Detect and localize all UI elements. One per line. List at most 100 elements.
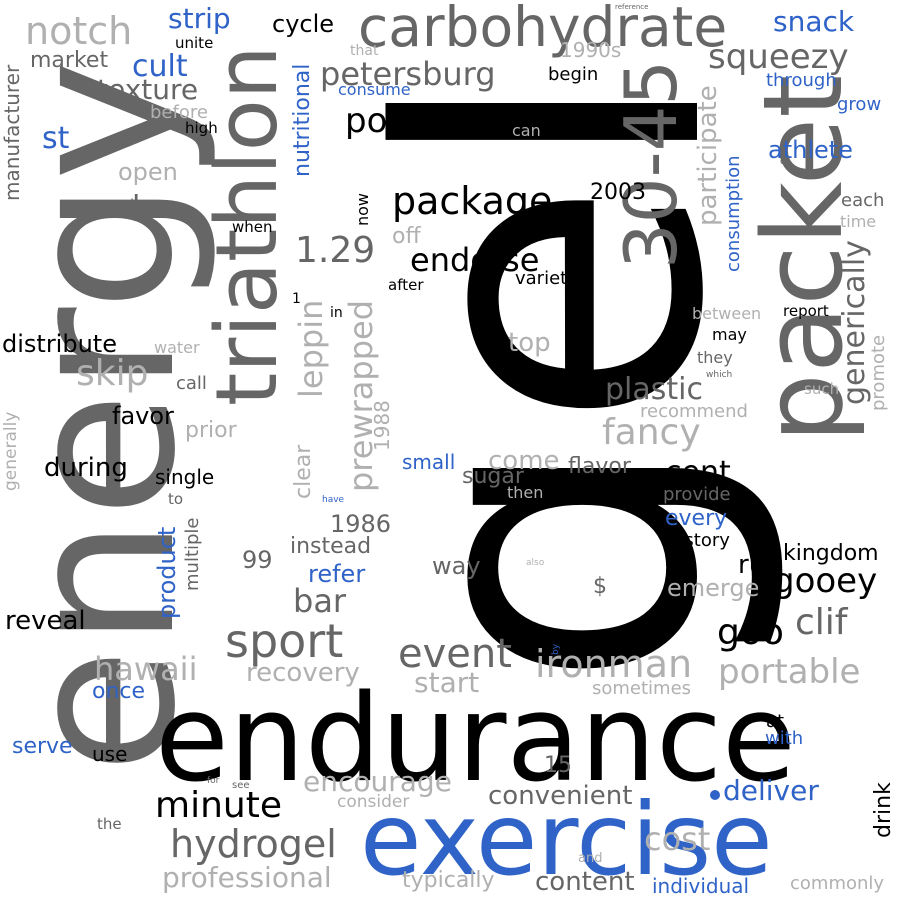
word-fancy: fancy — [602, 412, 701, 453]
word-at: at — [766, 711, 785, 732]
word-market: market — [30, 48, 109, 73]
word-reference: reference — [615, 3, 649, 11]
word-squeezy: squeezy — [708, 37, 849, 77]
word-see: see — [232, 780, 250, 791]
word-every: every — [665, 506, 728, 531]
word-when: when — [232, 218, 273, 236]
word-sugar: sugar — [462, 464, 524, 489]
word-grow: grow — [837, 94, 882, 115]
word-call: call — [176, 373, 207, 394]
word-petersburg: petersburg — [320, 55, 496, 93]
word-plastic: plastic — [605, 372, 703, 407]
word-recommend: recommend — [640, 401, 748, 422]
word-cycle: cycle — [272, 10, 335, 38]
word-powerbar: powerbar — [345, 101, 507, 141]
word-package: package — [392, 179, 553, 223]
word-hawaii: hawaii — [94, 650, 198, 688]
word-sport: sport — [225, 614, 344, 668]
word-they: they — [697, 348, 733, 367]
word-st: st — [42, 121, 70, 156]
word-consumption: consumption — [723, 155, 744, 272]
word-leppin: leppin — [292, 299, 330, 398]
word-carbohydrate: carbohydrate — [358, 0, 728, 59]
word-for: for — [207, 776, 220, 786]
word-professional: professional — [162, 861, 332, 894]
word-clif: clif — [795, 602, 848, 643]
word-clear: clear — [291, 444, 316, 499]
word-instead: instead — [290, 534, 372, 559]
word-encourage: encourage — [303, 765, 452, 798]
word-can: can — [512, 121, 541, 140]
word-and: and — [578, 851, 603, 866]
word-unite: unite — [175, 34, 214, 52]
word-also: also — [526, 558, 545, 568]
word-manufacturer: manufacturer — [0, 64, 24, 201]
word-generically: generically — [837, 240, 872, 405]
word-multiple: multiple — [182, 517, 203, 591]
word-cult: cult — [132, 49, 188, 84]
word-such: such — [804, 380, 840, 398]
word-report: report — [783, 302, 829, 320]
word-in: in — [330, 305, 343, 321]
word-exercise: exercise — [360, 781, 773, 898]
word-by: by — [551, 643, 561, 655]
word-history: history — [668, 530, 730, 551]
word-minute: minute — [155, 785, 282, 826]
word-favor: favor — [112, 402, 174, 430]
word-time: time — [840, 212, 877, 231]
word-have: have — [322, 495, 345, 505]
word-once: once — [92, 679, 146, 704]
word-typically: typically — [402, 868, 495, 893]
word-each: each — [841, 190, 885, 211]
word-recovery: recovery — [246, 658, 360, 688]
word-1988: 1988 — [370, 400, 394, 451]
word-endurance: endurance — [155, 670, 796, 809]
word-water: water — [154, 338, 200, 357]
word-2003: 2003 — [590, 180, 646, 205]
word-peel: peel — [76, 190, 141, 225]
word-generally: generally — [1, 411, 21, 491]
word-sometimes: sometimes — [592, 678, 692, 699]
word-nutritional: nutritional — [290, 63, 315, 177]
word-consume: consume — [338, 80, 411, 99]
word-kingdom: kingdom — [783, 541, 879, 566]
word-serve: serve — [12, 734, 73, 759]
word-deliver: deliver — [723, 774, 819, 807]
word-15: 15 — [544, 753, 572, 778]
word-endorse: endorse — [410, 241, 540, 279]
word-to: to — [168, 490, 184, 508]
word-hydrogel: hydrogel — [170, 822, 337, 866]
word-1: 1 — [292, 291, 301, 307]
word-through: through — [766, 70, 837, 91]
word-flavor: flavor — [568, 454, 631, 479]
word-texture: texture — [97, 73, 199, 106]
word-with: with — [765, 728, 804, 749]
word-distribute: distribute — [2, 330, 117, 358]
word-the: the — [97, 815, 122, 833]
word-between: between — [692, 304, 762, 323]
word-provide: provide — [663, 484, 731, 505]
word-top: top — [508, 328, 551, 358]
word-of: of — [780, 157, 789, 167]
word-portable: portable — [718, 652, 861, 692]
word-reveal: reveal — [5, 606, 86, 636]
word-event: event — [398, 631, 512, 677]
word-high: high — [185, 119, 218, 137]
word-drink: drink — [871, 782, 896, 838]
word-now: now — [353, 192, 372, 226]
word-commonly: commonly — [790, 873, 885, 894]
word-during: during — [44, 453, 128, 483]
word-product: product — [153, 526, 181, 619]
word-low: low — [130, 196, 156, 214]
word-use: use — [92, 742, 128, 766]
word-1990s: 1990s — [560, 38, 622, 62]
word-off: off — [392, 224, 421, 249]
word-convenient: convenient — [488, 781, 633, 811]
word-that: that — [350, 43, 379, 59]
word-refer: refer — [308, 560, 366, 588]
word-1-29: 1.29 — [295, 230, 376, 271]
dot-mark — [710, 790, 720, 800]
word-may: may — [712, 325, 747, 344]
word-prior: prior — [185, 418, 237, 443]
